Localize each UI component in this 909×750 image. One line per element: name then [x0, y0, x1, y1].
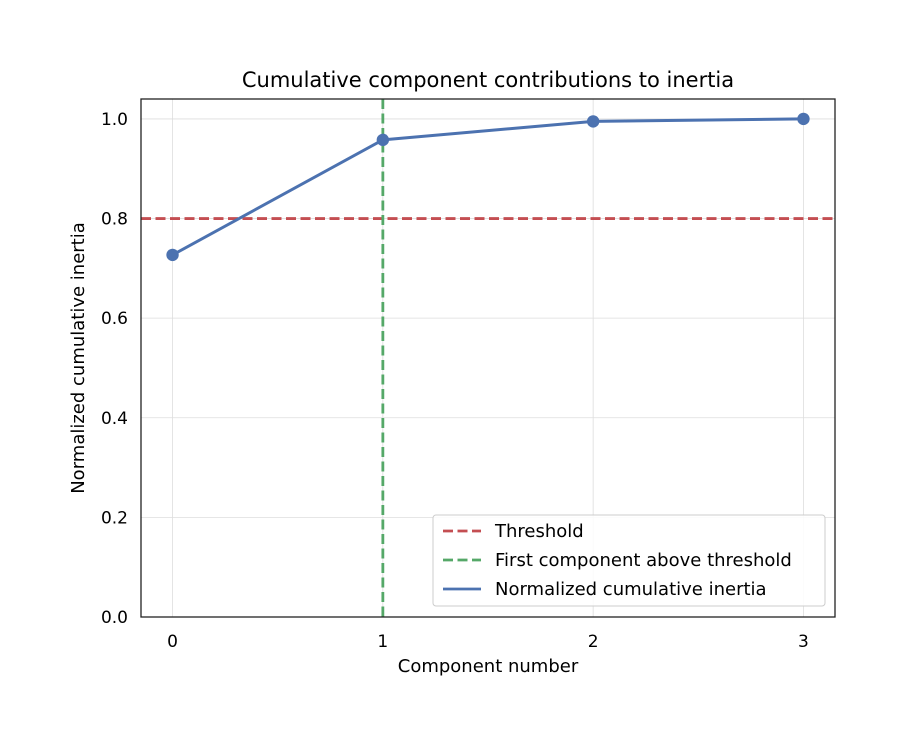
x-tick-label: 3: [798, 632, 809, 652]
chart-title: Cumulative component contributions to in…: [242, 68, 734, 92]
x-tick-label: 0: [167, 632, 178, 652]
x-tick-label: 2: [588, 632, 599, 652]
legend-box: [432, 514, 826, 607]
data-point: [586, 115, 600, 128]
y-tick-label: 1.0: [101, 110, 128, 130]
legend: Threshold First component above threshold…: [432, 514, 826, 607]
y-tick-label: 0.2: [101, 508, 128, 528]
data-point: [376, 133, 390, 147]
data-point: [797, 112, 810, 126]
plot-frame: [140, 98, 836, 618]
y-axis-label: Normalized cumulative inertia: [68, 222, 89, 494]
y-tick-label: 0.4: [101, 409, 128, 429]
legend-label: Normalized cumulative inertia: [495, 579, 767, 600]
data-point: [166, 248, 179, 262]
legend-label: First component above threshold: [495, 550, 792, 571]
x-axis-label: Component number: [398, 656, 579, 677]
y-tick-label: 0.8: [101, 210, 128, 230]
y-tick-label: 0.6: [101, 309, 128, 329]
y-tick-label: 0.0: [101, 608, 128, 628]
series-line: [171, 117, 804, 257]
legend-label: Threshold: [494, 521, 584, 542]
series-layer: [166, 112, 810, 262]
axis-ticks: 0 1 2 3 0.0 0.2 0.4 0.6 0.8 1.0: [101, 110, 809, 652]
x-tick-label: 1: [377, 632, 388, 652]
